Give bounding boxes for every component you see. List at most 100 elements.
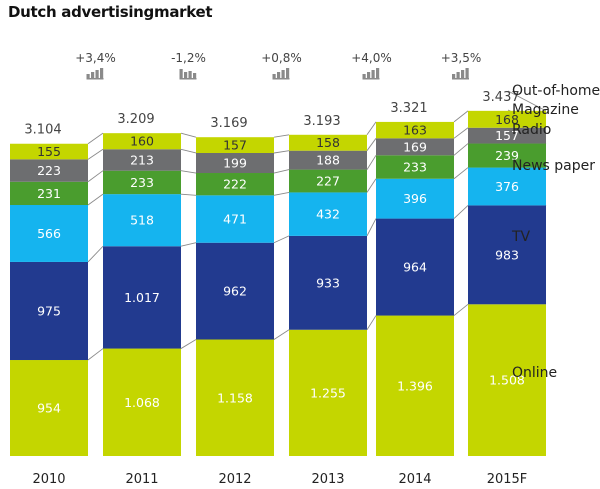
total-label: 3.437 [482,90,519,105]
connector-line [87,193,104,206]
data-label: 213 [130,152,154,167]
bar-tv-2011 [103,246,181,349]
bar-out-of-home-2011 [103,133,181,150]
x-tick-label: 2012 [218,472,251,487]
data-label: 396 [403,191,427,206]
data-label: 471 [223,212,247,227]
data-label: 157 [495,128,519,143]
bar-magazine-2010 [10,159,88,182]
connector-line [87,132,104,145]
labels: 954 975 566 231 223 155 3.104 2010 1.068 1.017 518… [24,51,600,487]
bar-news-paper-2015F [468,167,546,206]
bar-news-paper-2013 [289,192,367,236]
x-tick-label: 2010 [32,472,65,487]
connector-line [87,148,104,160]
data-label: 1.255 [310,385,346,400]
connector-line [366,121,377,136]
connector-line [273,169,290,174]
bar-online-2011 [103,348,181,456]
connector-line [273,235,290,244]
bar-tv-2013 [289,235,367,330]
data-label: 962 [223,284,247,299]
bar-tv-2010 [10,261,88,361]
bar-magazine-2011 [103,149,181,171]
data-label: 155 [37,144,61,159]
x-tick-label: 2011 [125,472,158,487]
connector-line [453,110,469,123]
data-label: 233 [130,175,154,190]
data-label: 222 [223,177,247,192]
connector-line [180,193,197,196]
x-tick-label: 2015F [487,472,528,487]
data-label: 1.068 [124,395,160,410]
series-label-tv: TV [511,229,531,245]
connector-line [87,170,104,183]
bar-online-2014 [376,315,454,456]
bar-out-of-home-2015F [468,110,546,128]
bar-magazine-2012 [196,152,274,174]
data-label: 157 [223,138,247,153]
data-label: 168 [495,112,519,127]
series-label-out-of-home: Out-of-home [512,83,600,99]
connector-line [180,148,197,154]
data-label: 954 [37,401,61,416]
data-label: 199 [223,156,247,171]
bar-out-of-home-2013 [289,134,367,151]
total-label: 3.193 [303,114,340,129]
connector-line [366,138,377,151]
x-tick-label: 2014 [398,472,431,487]
bar-news-paper-2011 [103,194,181,247]
connector-line [453,127,469,139]
connector-line [366,315,377,330]
growth-label: +3,4% [75,51,116,65]
connector-line [273,329,290,340]
bar-tv-2014 [376,218,454,316]
bar-radio-2014 [376,155,454,179]
bar-growth-icon [272,68,290,80]
bar-radio-2010 [10,181,88,206]
total-label: 3.209 [117,112,154,127]
growth-label: -1,2% [171,51,206,65]
connector-line [273,191,290,196]
leader-line [507,90,547,112]
bars [10,110,546,456]
data-label: 376 [495,179,519,194]
bar-news-paper-2012 [196,195,274,243]
growth-label: +4,0% [351,51,392,65]
total-label: 3.104 [24,123,61,138]
bar-growth-icon [179,69,197,80]
data-label: 1.017 [124,290,160,305]
bar-out-of-home-2010 [10,143,88,160]
connector-line [366,178,377,193]
bar-growth-icon [452,68,469,80]
bar-tv-2012 [196,242,274,340]
data-label: 1.158 [217,390,253,405]
bar-tv-2015F [468,205,546,305]
data-label: 239 [495,148,519,163]
data-label: 518 [130,213,154,228]
data-label: 933 [316,275,340,290]
bar-radio-2011 [103,170,181,195]
connector-line [273,150,290,154]
data-label: 964 [403,260,427,275]
connector-line [180,242,197,247]
connector-line [273,134,290,138]
connector-line [180,339,197,349]
connector-line [453,303,469,316]
data-label: 233 [403,160,427,175]
data-label: 1.508 [489,373,525,388]
series-label-news-paper: News paper [512,158,595,174]
total-label: 3.169 [210,116,247,131]
connector-line [366,218,377,237]
bar-magazine-2015F [468,127,546,144]
bar-growth-icon [362,68,380,80]
connector-line [180,132,197,138]
data-label: 983 [495,247,519,262]
connector-line [453,143,469,156]
bar-out-of-home-2014 [376,121,454,139]
bar-online-2015F [468,304,546,456]
bar-news-paper-2014 [376,178,454,219]
bar-online-2012 [196,339,274,456]
total-label: 3.321 [390,101,427,116]
bar-news-paper-2010 [10,205,88,262]
